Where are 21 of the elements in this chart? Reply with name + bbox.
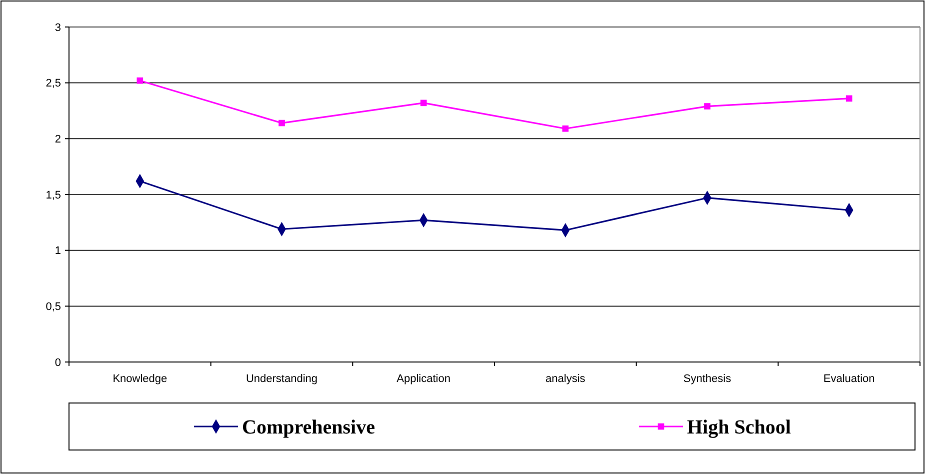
y-tick-label: 0 [54, 356, 61, 369]
y-tick-label: 1 [54, 245, 61, 258]
x-tick-label: Knowledge [112, 373, 168, 385]
legend-label: High School [687, 416, 792, 438]
x-tick-label: Synthesis [683, 373, 732, 385]
x-tick-label: analysis [546, 373, 586, 385]
y-tick-label: 2,5 [46, 78, 61, 90]
point [704, 103, 710, 110]
x-tick-label: Understanding [246, 373, 318, 385]
x-tick-label: Application [396, 373, 450, 385]
point [846, 95, 852, 102]
y-tick-label: 3 [54, 22, 61, 34]
point [278, 120, 285, 126]
y-tick-label: 1,5 [46, 189, 61, 202]
point [420, 100, 427, 106]
point [136, 77, 144, 84]
x-tick-label: Evaluation [823, 373, 875, 385]
y-tick-label: 0,5 [46, 301, 61, 314]
y-tick-label: 2 [54, 134, 61, 146]
legend-label: Comprehensive [242, 416, 376, 438]
point [562, 125, 569, 132]
